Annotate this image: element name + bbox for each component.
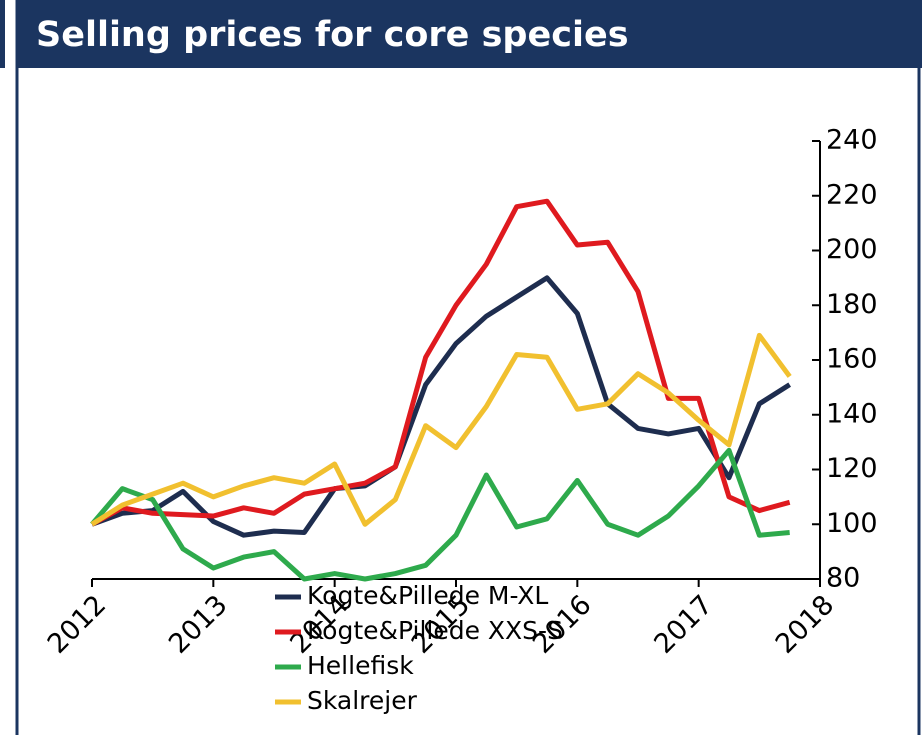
legend-label: Kogte&Pillede XXS-S [307, 616, 563, 645]
y-tick-label: 80 [826, 563, 860, 594]
series-line [90, 332, 792, 527]
x-tick-label: 2017 [648, 589, 719, 660]
legend-label: Skalrejer [307, 686, 418, 715]
x-tick-label: 2018 [770, 589, 841, 660]
edge-block [0, 0, 5, 68]
y-tick-label: 220 [826, 179, 878, 210]
legend-label: Hellefisk [307, 651, 414, 680]
legend-label: Kogte&Pillede M-XL [307, 581, 548, 610]
header-bar [17, 0, 922, 68]
x-tick-label: 2013 [163, 589, 234, 660]
y-tick-label: 200 [826, 234, 878, 265]
y-tick-label: 160 [826, 344, 878, 375]
series-line [90, 447, 790, 582]
x-tick-label: 2012 [42, 589, 113, 660]
y-tick-label: 140 [826, 398, 878, 429]
y-tick-label: 180 [826, 289, 878, 320]
y-tick-label: 100 [826, 508, 878, 539]
chart-title: Selling prices for core species [36, 15, 629, 55]
y-tick-label: 120 [826, 453, 878, 484]
y-tick-label: 240 [826, 125, 878, 156]
